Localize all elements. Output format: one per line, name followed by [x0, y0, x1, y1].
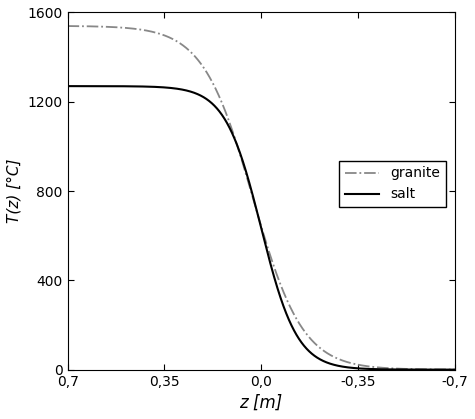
- salt: [370, 367, 375, 372]
- granite: [85, 24, 90, 29]
- salt: [85, 84, 90, 89]
- Y-axis label: T(z) [°C]: T(z) [°C]: [7, 159, 22, 223]
- granite: [253, 205, 259, 210]
- granite: [370, 365, 375, 370]
- granite: [243, 170, 248, 175]
- salt: [243, 168, 248, 173]
- salt: [65, 84, 70, 89]
- salt: [440, 367, 446, 372]
- granite: [452, 367, 457, 372]
- granite: [441, 367, 446, 372]
- X-axis label: z [m]: z [m]: [239, 394, 283, 412]
- Line: salt: salt: [67, 86, 455, 370]
- Legend: granite, salt: granite, salt: [339, 161, 446, 207]
- salt: [253, 204, 259, 210]
- salt: [452, 367, 457, 372]
- Line: granite: granite: [67, 26, 455, 370]
- salt: [441, 367, 446, 372]
- granite: [65, 23, 70, 28]
- granite: [440, 367, 446, 372]
